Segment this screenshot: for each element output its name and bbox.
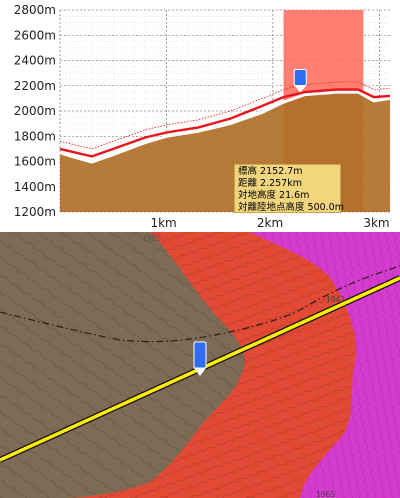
y-tick-label: 2800m <box>14 3 56 17</box>
y-tick-label: 1800m <box>14 129 56 143</box>
info-ground-height: 対地高度 21.6m <box>238 190 310 201</box>
y-tick-label: 2000m <box>14 104 56 118</box>
zone-magenta-contours <box>250 232 400 498</box>
trail-line <box>0 265 400 343</box>
elevation-profile-panel[interactable]: 2800m 2600m 2400m 2200m 2000m 1800m 1600m 1400m… <box>0 0 400 232</box>
point-info-box: 標高 2152.7m 距離 2.257km 対地高度 21.6m 対離陸地点高度… <box>234 164 344 213</box>
x-axis-labels: 1km 2km 3km <box>150 216 389 230</box>
y-tick-label: 1600m <box>14 155 56 169</box>
y-tick-label: 2200m <box>14 79 56 93</box>
map-location-marker-icon[interactable] <box>193 341 207 376</box>
x-tick-label: 3km <box>363 216 389 230</box>
contour-label-1985: 1985 <box>142 234 161 243</box>
info-elevation: 標高 2152.7m <box>238 166 303 177</box>
location-marker-icon[interactable] <box>293 69 307 93</box>
y-tick-label: 1400m <box>14 180 56 194</box>
contour-label-1965: 1965 <box>316 490 335 498</box>
map-view[interactable]: 1985 1943 1965 <box>0 232 400 498</box>
info-distance: 距離 2.257km <box>238 178 302 189</box>
y-tick-label: 2400m <box>14 54 56 68</box>
y-axis-labels: 2800m 2600m 2400m 2200m 2000m 1800m 1600m 1400m… <box>14 3 56 219</box>
y-tick-label: 1200m <box>14 205 56 219</box>
upper-bound-line <box>59 81 391 150</box>
terrain-edge <box>59 90 391 164</box>
x-tick-label: 1km <box>150 216 176 230</box>
flight-altitude-line <box>59 88 391 158</box>
topographic-map[interactable]: 1985 1943 1965 <box>0 232 400 498</box>
info-takeoff-height: 対離陸地点高度 500.0m <box>238 202 344 213</box>
y-tick-label: 2600m <box>14 28 56 42</box>
x-tick-label: 2km <box>257 216 283 230</box>
contour-label-1943: 1943 <box>326 295 345 304</box>
